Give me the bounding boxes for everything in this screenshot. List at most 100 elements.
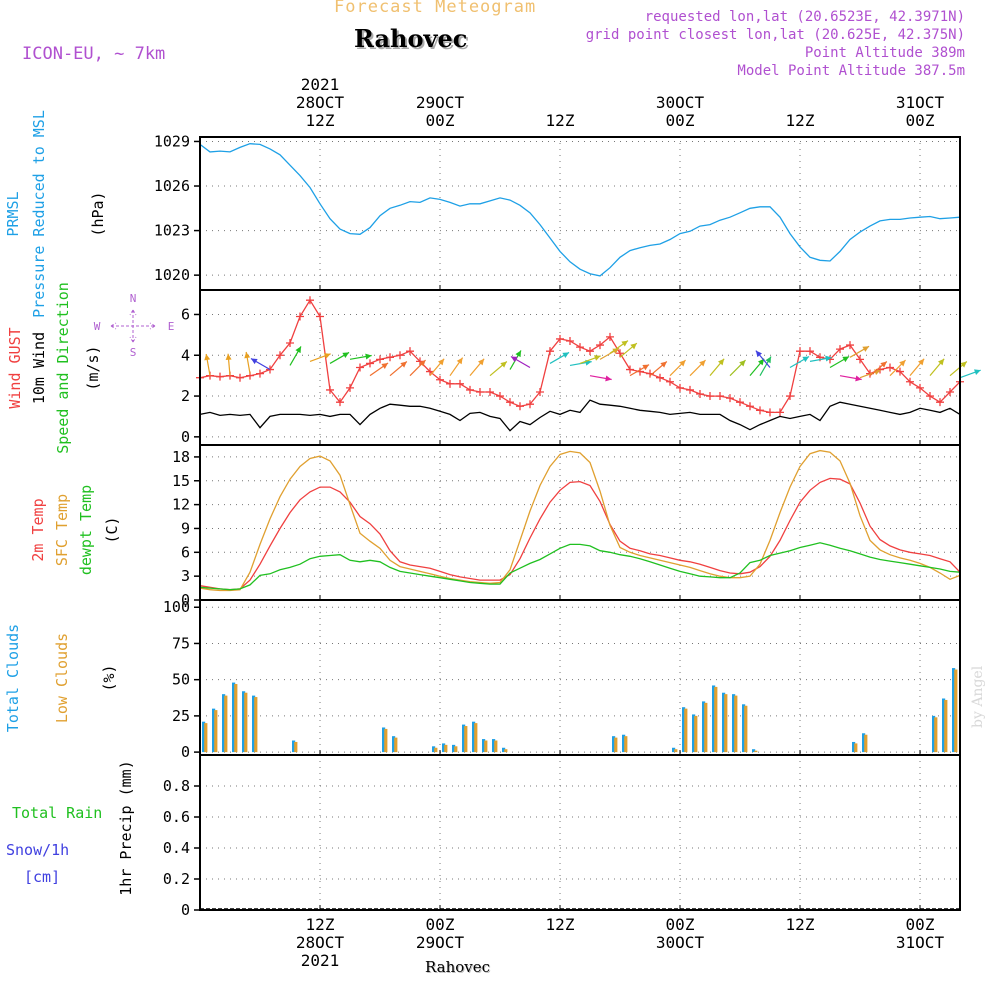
wind-arrow-head xyxy=(510,356,518,363)
cloud-bar xyxy=(212,708,216,753)
wind-arrow-head xyxy=(225,353,232,360)
cloud-bar xyxy=(392,736,396,753)
compass-rose xyxy=(110,309,156,343)
gust-marker xyxy=(896,367,904,376)
cloud-bar xyxy=(292,740,296,753)
cloud-bar xyxy=(254,697,258,753)
gust-marker xyxy=(586,347,594,356)
wind-arrow-head xyxy=(419,360,426,367)
compass-w: W xyxy=(94,320,101,333)
time-label-top: 2021 xyxy=(301,75,340,94)
point-altitude: Point Altitude 389m xyxy=(804,45,965,61)
y-tick-label: 1026 xyxy=(154,177,190,195)
time-label-top: 31OCT xyxy=(896,93,945,112)
y-tick-label: 0.4 xyxy=(163,839,190,857)
time-label-bottom: 29OCT xyxy=(416,933,465,952)
y-tick-label: 1023 xyxy=(154,222,190,240)
gust-marker xyxy=(936,398,944,407)
grid-coords: grid point closest lon,lat (20.625E, 42.… xyxy=(585,27,965,43)
cloud-bar xyxy=(224,695,228,753)
y-tick-label: 0.6 xyxy=(163,808,190,826)
time-label-bottom: 12Z xyxy=(786,915,815,934)
y-tick-label: 1020 xyxy=(154,266,190,284)
panel-precip: 0 0.2 0.4 0.6 0.8 Total Rain Snow/1h [cm] 1hr Pr… xyxy=(6,754,961,919)
gust-marker xyxy=(916,383,924,392)
chart-title: Forecast Meteogram xyxy=(334,0,537,17)
time-label-top: 28OCT xyxy=(296,93,345,112)
wind-arrow-head xyxy=(477,358,485,366)
gust-marker xyxy=(926,392,934,401)
panel-label: (m/s) xyxy=(84,345,102,390)
gust-marker xyxy=(386,353,394,362)
precip-label: Snow/1h xyxy=(6,841,69,859)
cloud-bar xyxy=(614,737,618,753)
y-tick-label: 0 xyxy=(181,428,190,446)
wind-arrow-head xyxy=(825,355,832,362)
cloud-bar xyxy=(694,715,698,753)
gust-marker xyxy=(696,390,704,399)
gust-marker xyxy=(486,387,494,396)
gust-marker xyxy=(306,296,314,305)
panel-wind: 0 2 4 6 N S W E Wind GUST 10m Wind Speed and Direc… xyxy=(6,282,981,454)
cloud-bar xyxy=(672,747,676,753)
time-label-bottom: 31OCT xyxy=(896,933,945,952)
time-label-top: 00Z xyxy=(666,111,695,130)
y-tick-label: 15 xyxy=(172,472,190,490)
time-label-bottom: 28OCT xyxy=(296,933,345,952)
wind-arrow-head xyxy=(937,358,945,366)
gust-marker xyxy=(656,373,664,382)
wind-arrow-head xyxy=(642,364,650,371)
panel-label: (hPa) xyxy=(89,191,107,236)
cloud-bar xyxy=(942,698,946,753)
wind-arrow-head xyxy=(500,361,507,368)
cloud-bar xyxy=(452,744,456,753)
gust-marker xyxy=(756,406,764,415)
cloud-bar xyxy=(744,705,748,753)
wind-arrow-head xyxy=(765,356,771,364)
station-name: Rahovec xyxy=(354,24,468,53)
cloud-bar xyxy=(734,695,738,753)
gust-marker xyxy=(406,347,414,356)
cloud-bar xyxy=(232,682,236,753)
gust-marker xyxy=(256,369,264,378)
cloud-bar xyxy=(294,741,298,753)
panel-label: (%) xyxy=(100,664,118,691)
wind-arrow-head xyxy=(974,369,981,376)
model-altitude: Model Point Altitude 387.5m xyxy=(737,63,965,79)
cloud-bar xyxy=(684,708,688,753)
cloud-bar xyxy=(682,707,686,753)
cloud-bar xyxy=(952,668,956,753)
cloud-bar xyxy=(454,746,458,753)
cloud-bar xyxy=(442,743,446,753)
gust-marker xyxy=(476,387,484,396)
wind-arrow-head xyxy=(757,358,765,366)
time-label-bottom: 00Z xyxy=(426,915,455,934)
gust-marker xyxy=(836,345,844,354)
y-tick-label: 0 xyxy=(181,591,190,609)
cloud-bar xyxy=(732,694,736,753)
cloud-bar xyxy=(204,723,208,753)
y-tick-label: 75 xyxy=(172,634,190,652)
y-tick-label: 6 xyxy=(181,543,190,561)
cloud-bar xyxy=(702,701,706,753)
cloud-bar xyxy=(214,710,218,753)
time-label-bottom: 2021 xyxy=(301,951,340,970)
wind-arrow-head xyxy=(244,351,251,359)
gust-marker xyxy=(546,347,554,356)
gust-marker xyxy=(606,332,614,341)
y-tick-label: 25 xyxy=(172,707,190,725)
cloud-bar xyxy=(462,724,466,753)
cloud-bar xyxy=(434,747,438,753)
cloud-bar xyxy=(482,739,486,753)
gust-marker xyxy=(346,383,354,392)
wind-arrow-head xyxy=(324,353,331,359)
y-tick-label: 0 xyxy=(181,743,190,761)
cloud-bar xyxy=(944,699,948,753)
cloud-bar xyxy=(394,737,398,753)
cloud-bar xyxy=(384,728,388,753)
wind-arrow-head xyxy=(717,358,725,366)
cloud-bar xyxy=(234,684,238,753)
cloud-bar xyxy=(724,694,728,753)
gust-marker xyxy=(286,339,294,348)
